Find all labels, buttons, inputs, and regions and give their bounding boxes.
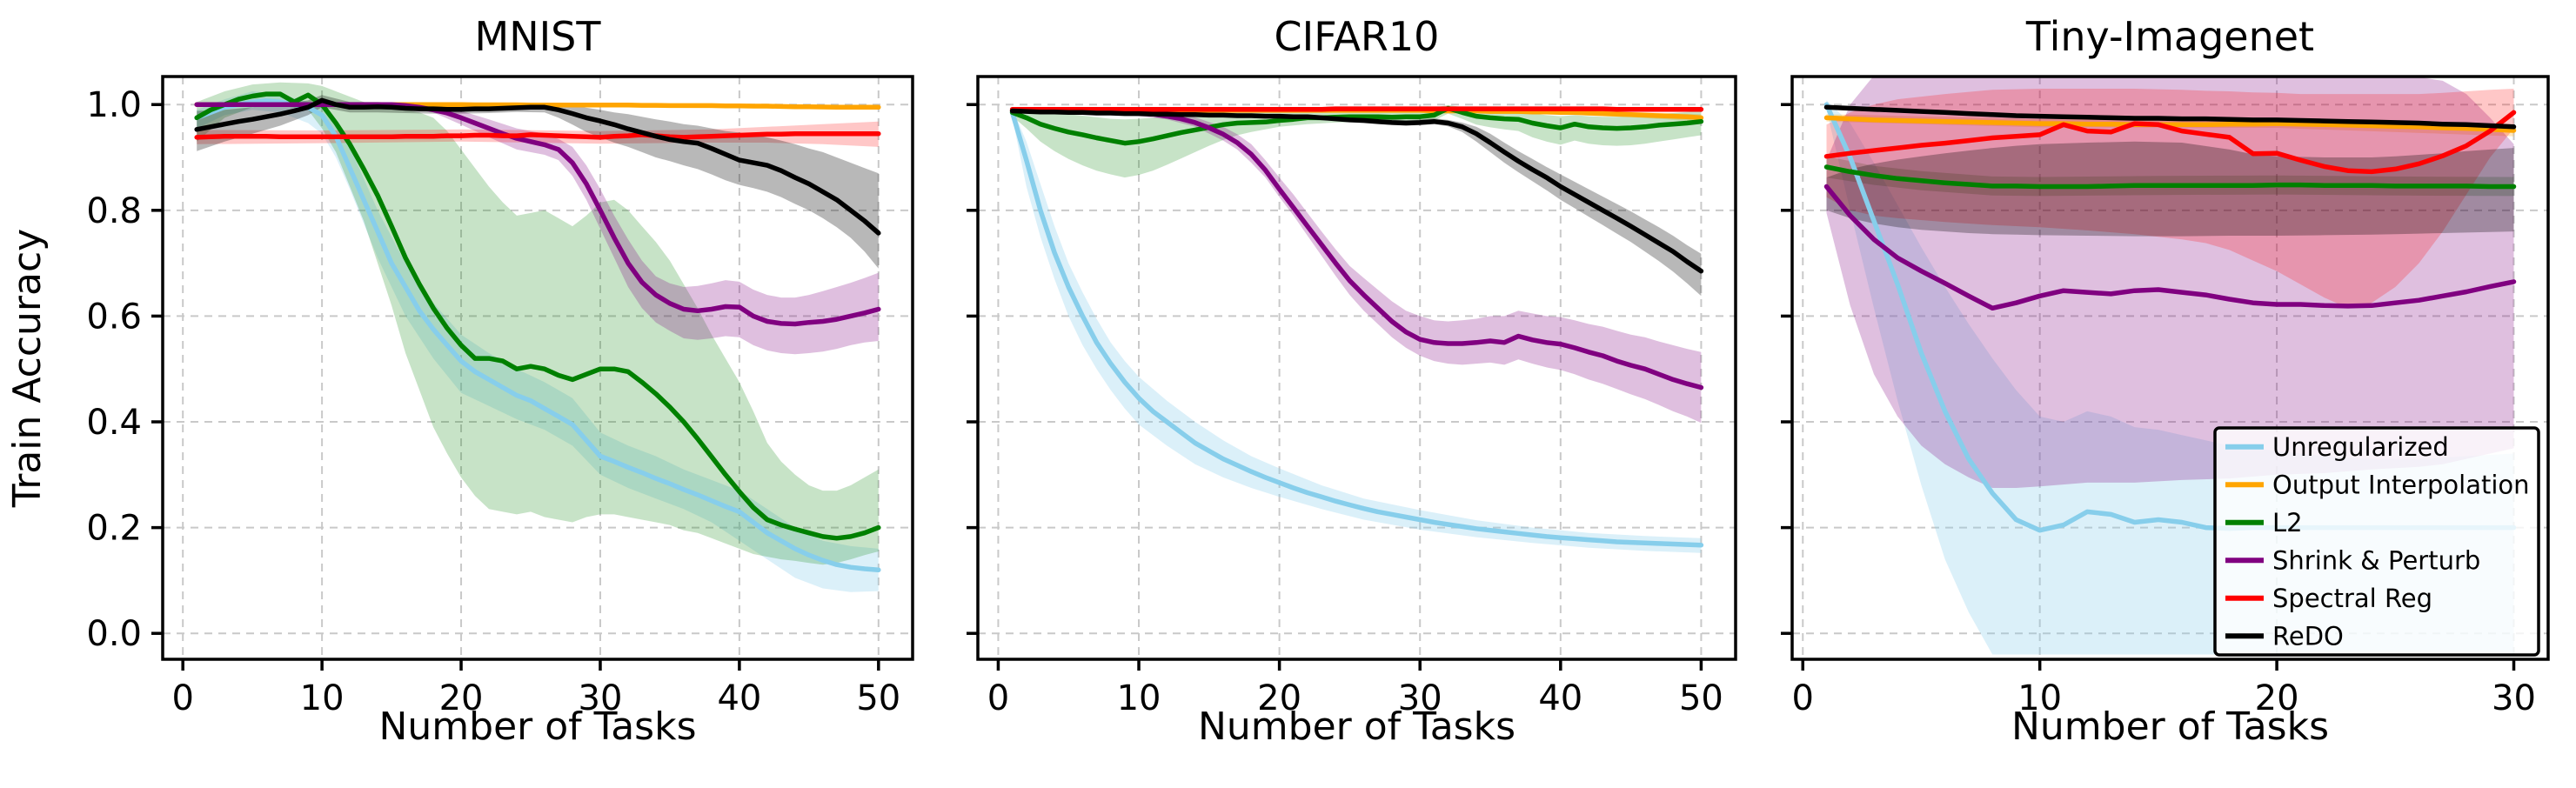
legend-box (2213, 426, 2540, 657)
y-tick-label: 0.8 (86, 191, 142, 231)
line-unregularized (1009, 110, 1704, 548)
band-shrink_perturb (197, 102, 879, 355)
line-l2 (1009, 105, 1704, 146)
legend-entry-redo: ReDO (2225, 621, 2344, 651)
x-tick-label: 10 (2017, 678, 2062, 718)
panel-title: Tiny-Imagenet (2025, 13, 2314, 60)
y-tick-label: 0.4 (86, 403, 142, 443)
legend-entry-spectral_reg: Spectral Reg (2225, 584, 2432, 613)
tick-marks (1781, 103, 2516, 671)
panel-title: MNIST (475, 13, 602, 60)
x-tick-label: 20 (2255, 678, 2299, 718)
legend-entry-shrink_perturb: Shrink & Perturb (2225, 545, 2480, 575)
legend-entry-output_interpolation: Output Interpolation (2225, 470, 2530, 499)
panel-cifar10: 0 10 20 30 40 50 CIFAR10 Number of Tasks (967, 13, 1737, 749)
legend: Unregularized Output Interpolation L2 Shrin… (2213, 426, 2540, 657)
line-l2 (194, 91, 881, 541)
band-spectral_reg (1826, 89, 2514, 309)
line-redo (194, 97, 881, 236)
y-tick-label: 0.2 (86, 509, 142, 549)
band-redo (1826, 141, 2514, 237)
band-unregularized (197, 91, 879, 592)
line-spectral_reg (1009, 106, 1704, 112)
x-tick-label: 30 (2492, 678, 2536, 718)
x-tick-label: 0 (1792, 678, 1814, 718)
y-tick-label: 1.0 (86, 85, 142, 125)
x-tick-label: 20 (439, 678, 484, 718)
line-redo (1823, 104, 2517, 130)
line-shrink_perturb (1823, 184, 2517, 311)
line-l2 (1823, 164, 2517, 190)
y-axis-label: Train Accuracy (5, 229, 50, 508)
band-unregularized (1012, 108, 1702, 553)
plot-data (194, 82, 881, 592)
line-redo (1009, 108, 1704, 274)
band-shrink_perturb (1012, 109, 1702, 424)
x-tick-label: 0 (171, 678, 193, 718)
band-shrink_perturb (1826, 77, 2514, 488)
panel-title: CIFAR10 (1275, 13, 1440, 60)
x-axis-label: Number of Tasks (1198, 705, 1515, 749)
x-tick-label: 0 (987, 678, 1009, 718)
x-tick-label: 30 (579, 678, 623, 718)
tick-marks (967, 103, 1703, 671)
line-spectral_reg (194, 130, 881, 140)
legend-label: Spectral Reg (2272, 584, 2432, 613)
x-tick-label: 20 (1257, 678, 1301, 718)
plot-data (1009, 104, 1704, 553)
x-tick-label: 10 (300, 678, 345, 718)
axes-spines (1790, 75, 2550, 661)
line-output_interpolation (1823, 115, 2517, 133)
legend-label: ReDO (2272, 621, 2344, 651)
gridlines (978, 77, 1736, 659)
axes-spines (161, 75, 914, 661)
legend-label: Output Interpolation (2272, 470, 2530, 499)
y-tick-label: 0.0 (86, 614, 142, 654)
tick-marks (151, 103, 880, 671)
panel-mnist: 0 10 20 30 40 50 MNIST Number of Tasks 0.0 0.2 0.4… (5, 13, 914, 749)
x-tick-label: 50 (856, 678, 900, 718)
legend-label: L2 (2272, 508, 2303, 538)
x-tick-label: 10 (1117, 678, 1161, 718)
x-tick-label: 30 (1398, 678, 1442, 718)
legend-entry-l2: L2 (2225, 508, 2303, 538)
legend-label: Unregularized (2272, 432, 2449, 462)
panel-tiny-imagenet: 0 10 20 30 Tiny-Imagenet Number of Tasks Unreg… (1781, 13, 2550, 749)
x-tick-label: 40 (1538, 678, 1582, 718)
axes-spines (976, 75, 1737, 661)
x-tick-label: 40 (717, 678, 761, 718)
x-tick-label: 50 (1679, 678, 1723, 718)
x-axis-label: Number of Tasks (378, 705, 696, 749)
line-spectral_reg (1823, 110, 2517, 175)
x-axis-label: Number of Tasks (2011, 705, 2329, 749)
legend-label: Shrink & Perturb (2272, 545, 2480, 575)
legend-entry-unregularized: Unregularized (2225, 432, 2449, 462)
y-tick-label: 0.6 (86, 297, 142, 337)
